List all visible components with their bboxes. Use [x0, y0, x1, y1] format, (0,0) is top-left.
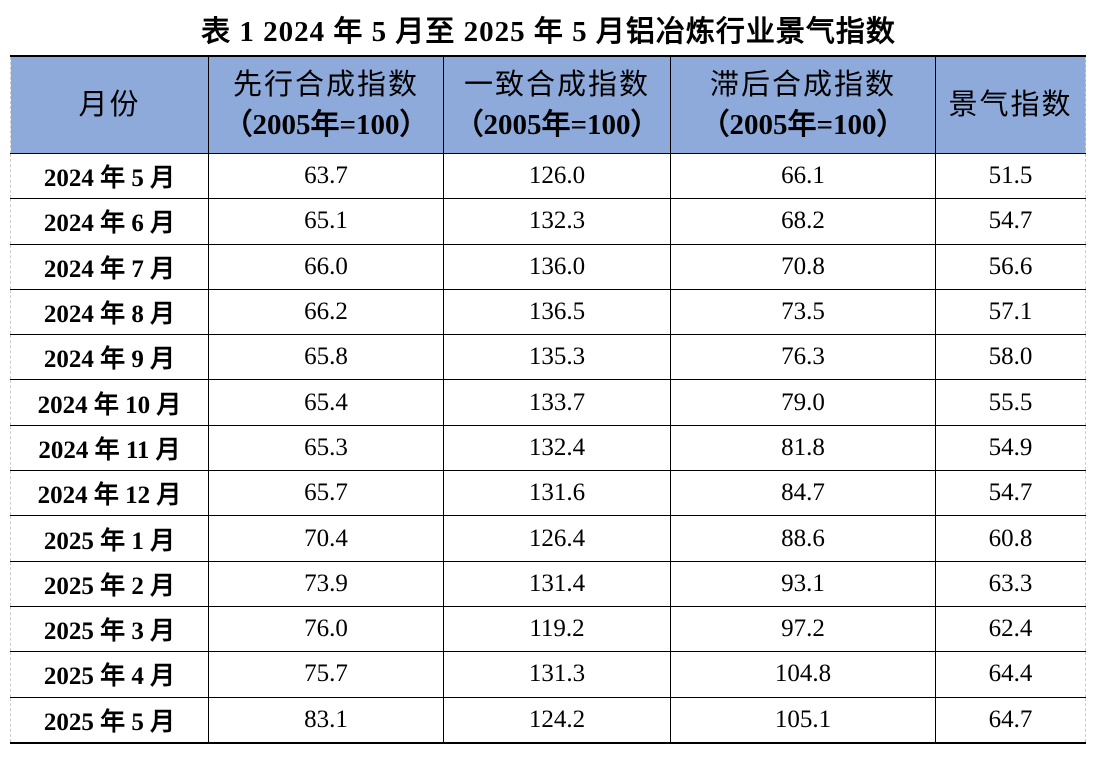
value-cell: 64.4	[935, 651, 1086, 698]
value-cell: 84.7	[670, 470, 936, 517]
table-row: 2025 年 4 月 75.7 131.3 104.8 64.4	[10, 651, 1086, 698]
table-row: 2025 年 1 月 70.4 126.4 88.6 60.8	[10, 515, 1086, 562]
month-cell: 2025 年 4 月	[10, 651, 209, 698]
column-header: 先行合成指数 （2005年=100）	[208, 55, 444, 154]
column-header-unit: （2005年=100）	[223, 109, 429, 141]
month-cell: 2024 年 12 月	[10, 470, 209, 517]
value-cell: 126.4	[443, 515, 671, 562]
value-cell: 104.8	[670, 651, 936, 698]
value-cell: 75.7	[208, 651, 444, 698]
value-cell: 136.0	[443, 243, 671, 290]
value-cell: 132.4	[443, 424, 671, 472]
value-cell: 136.5	[443, 288, 671, 336]
value-cell: 66.2	[208, 288, 444, 336]
index-table: 月份 先行合成指数 （2005年=100） 一致合成指数 （2005年=100） 滞后合成…	[10, 55, 1086, 744]
value-cell: 119.2	[443, 605, 671, 653]
value-cell: 133.7	[443, 379, 671, 426]
value-cell: 62.4	[935, 605, 1086, 653]
column-header-label: 先行合成指数	[232, 69, 419, 101]
value-cell: 65.7	[208, 470, 444, 517]
value-cell: 57.1	[935, 288, 1086, 336]
table-row: 2025 年 2 月 73.9 131.4 93.1 63.3	[10, 560, 1086, 607]
value-cell: 135.3	[443, 334, 671, 381]
table-row: 2024 年 12 月 65.7 131.6 84.7 54.7	[10, 470, 1086, 517]
value-cell: 76.3	[670, 334, 936, 381]
value-cell: 65.4	[208, 379, 444, 426]
value-cell: 88.6	[670, 515, 936, 562]
value-cell: 58.0	[935, 334, 1086, 381]
value-cell: 83.1	[208, 696, 444, 744]
month-cell: 2024 年 10 月	[10, 379, 209, 426]
value-cell: 68.2	[670, 198, 936, 245]
value-cell: 65.1	[208, 198, 444, 245]
value-cell: 81.8	[670, 424, 936, 472]
value-cell: 56.6	[935, 243, 1086, 290]
month-cell: 2024 年 11 月	[10, 424, 209, 472]
value-cell: 66.0	[208, 243, 444, 290]
value-cell: 54.7	[935, 198, 1086, 245]
month-cell: 2024 年 9 月	[10, 334, 209, 381]
value-cell: 132.3	[443, 198, 671, 245]
value-cell: 124.2	[443, 696, 671, 744]
value-cell: 63.3	[935, 560, 1086, 607]
value-cell: 73.5	[670, 288, 936, 336]
value-cell: 70.8	[670, 243, 936, 290]
table-row: 2024 年 9 月 65.8 135.3 76.3 58.0	[10, 334, 1086, 381]
header-row: 月份 先行合成指数 （2005年=100） 一致合成指数 （2005年=100） 滞后合成…	[10, 55, 1086, 154]
month-cell: 2025 年 2 月	[10, 560, 209, 607]
column-header: 一致合成指数 （2005年=100）	[443, 55, 671, 154]
column-header-unit: （2005年=100）	[700, 109, 906, 141]
value-cell: 73.9	[208, 560, 444, 607]
value-cell: 131.3	[443, 651, 671, 698]
month-cell: 2025 年 5 月	[10, 696, 209, 744]
column-header-label: 景气指数	[948, 89, 1073, 121]
value-cell: 54.7	[935, 470, 1086, 517]
value-cell: 126.0	[443, 152, 671, 200]
value-cell: 63.7	[208, 152, 444, 200]
column-header-label: 滞后合成指数	[709, 69, 896, 101]
column-header: 月份	[10, 55, 209, 154]
table-title: 表 1 2024 年 5 月至 2025 年 5 月铝冶炼行业景气指数	[201, 16, 896, 48]
column-header: 滞后合成指数 （2005年=100）	[670, 55, 936, 154]
value-cell: 131.4	[443, 560, 671, 607]
value-cell: 97.2	[670, 605, 936, 653]
table-row: 2025 年 5 月 83.1 124.2 105.1 64.7	[10, 696, 1086, 744]
value-cell: 60.8	[935, 515, 1086, 562]
value-cell: 55.5	[935, 379, 1086, 426]
table-row: 2024 年 6 月 65.1 132.3 68.2 54.7	[10, 198, 1086, 245]
value-cell: 105.1	[670, 696, 936, 744]
value-cell: 66.1	[670, 152, 936, 200]
month-cell: 2024 年 5 月	[10, 152, 209, 200]
column-header-label: 月份	[78, 89, 141, 121]
table-row: 2024 年 11 月 65.3 132.4 81.8 54.9	[10, 424, 1086, 472]
table-row: 2025 年 3 月 76.0 119.2 97.2 62.4	[10, 605, 1086, 653]
month-cell: 2024 年 8 月	[10, 288, 209, 336]
month-cell: 2025 年 3 月	[10, 605, 209, 653]
value-cell: 131.6	[443, 470, 671, 517]
table-row: 2024 年 10 月 65.4 133.7 79.0 55.5	[10, 379, 1086, 426]
column-header-label: 一致合成指数	[463, 69, 650, 101]
month-cell: 2024 年 7 月	[10, 243, 209, 290]
value-cell: 65.3	[208, 424, 444, 472]
value-cell: 93.1	[670, 560, 936, 607]
value-cell: 65.8	[208, 334, 444, 381]
table-row: 2024 年 8 月 66.2 136.5 73.5 57.1	[10, 288, 1086, 336]
value-cell: 79.0	[670, 379, 936, 426]
value-cell: 64.7	[935, 696, 1086, 744]
column-header: 景气指数	[935, 55, 1086, 154]
value-cell: 54.9	[935, 424, 1086, 472]
table-row: 2024 年 5 月 63.7 126.0 66.1 51.5	[10, 152, 1086, 200]
column-header-unit: （2005年=100）	[454, 109, 660, 141]
table-row: 2024 年 7 月 66.0 136.0 70.8 56.6	[10, 243, 1086, 290]
value-cell: 51.5	[935, 152, 1086, 200]
value-cell: 76.0	[208, 605, 444, 653]
month-cell: 2024 年 6 月	[10, 198, 209, 245]
value-cell: 70.4	[208, 515, 444, 562]
month-cell: 2025 年 1 月	[10, 515, 209, 562]
